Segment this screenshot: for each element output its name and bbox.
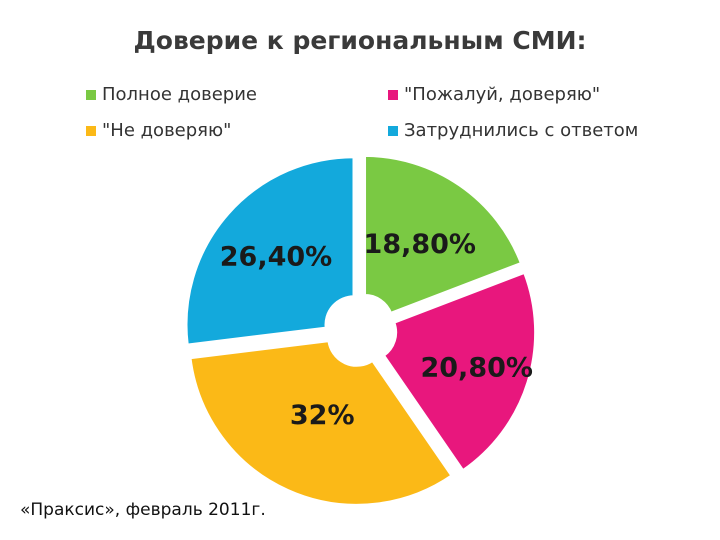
legend-swatch: [86, 125, 96, 136]
legend-label: "Пожалуй, доверяю": [404, 84, 601, 105]
pie-slice: [363, 153, 524, 316]
legend-item-full-trust: Полное доверие: [86, 84, 257, 105]
legend-swatch: [388, 89, 398, 100]
data-label: 26,40%: [220, 242, 332, 273]
pie-slice: [381, 270, 538, 473]
legend-swatch: [86, 89, 96, 100]
chart-title: Доверие к региональным СМИ:: [133, 26, 587, 55]
legend-swatch: [388, 125, 398, 136]
source-note: «Праксис», февраль 2011г.: [20, 500, 266, 520]
data-label: 18,80%: [364, 229, 476, 260]
legend: Полное доверие "Пожалуй, доверяю" "Не до…: [86, 84, 666, 154]
legend-label: Полное доверие: [102, 84, 257, 105]
legend-item-distrust: "Не доверяю": [86, 120, 231, 141]
legend-label: Затруднились с ответом: [404, 120, 639, 141]
legend-label: "Не доверяю": [102, 120, 232, 141]
data-label: 20,80%: [420, 352, 532, 383]
pie-slice: [188, 339, 455, 507]
pie-slice: [184, 155, 356, 347]
legend-item-rather-trust: "Пожалуй, доверяю": [388, 84, 600, 105]
data-label: 32%: [290, 400, 355, 431]
legend-item-undecided: Затруднились с ответом: [388, 120, 638, 141]
